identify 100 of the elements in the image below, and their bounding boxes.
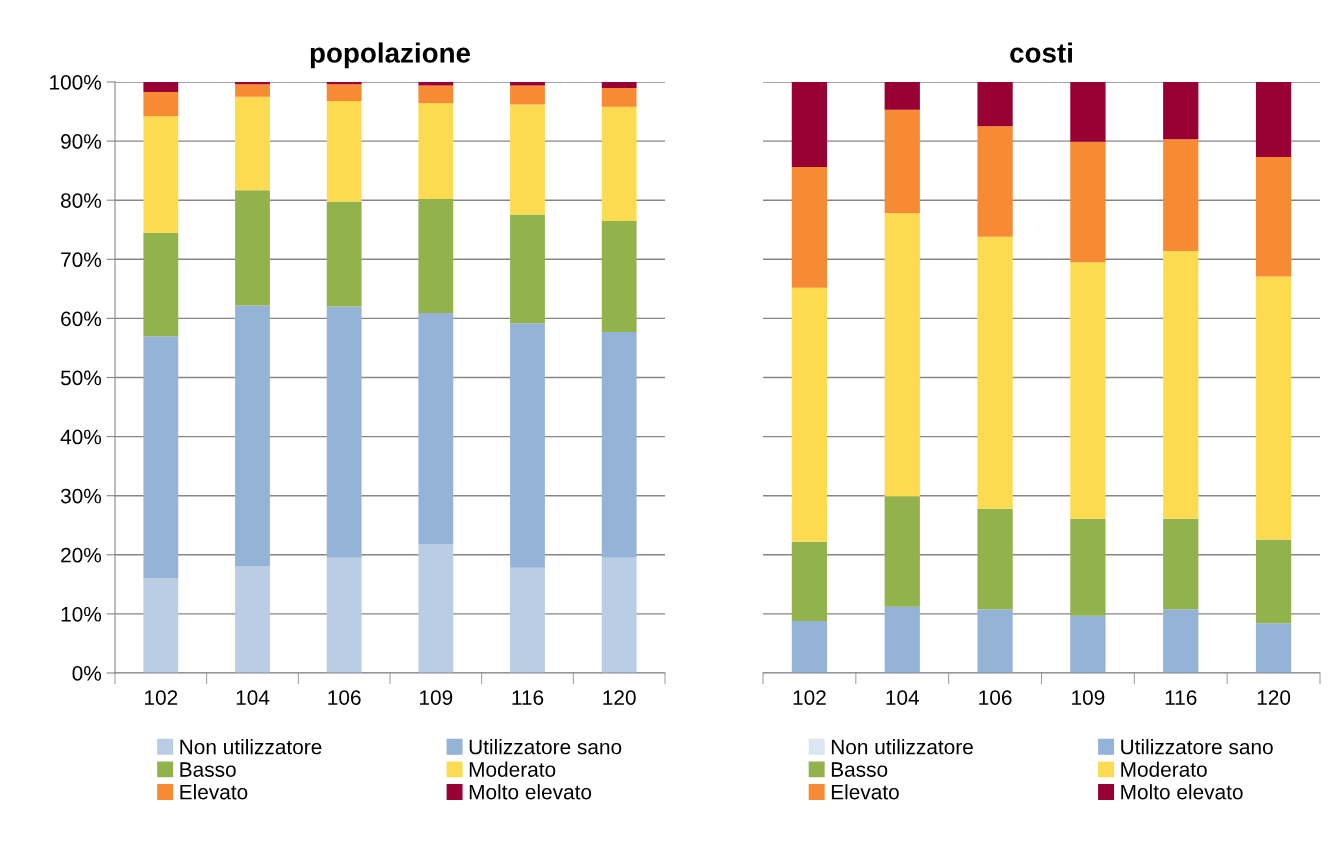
bar [418,85,454,104]
y-tick-label: 30% [60,488,102,504]
legend-label: Utilizzatore sano [469,739,622,755]
bar [977,609,1013,673]
bar [884,82,920,110]
bar [510,567,545,673]
legend-label: Elevato [180,784,248,800]
x-tick-label: 102 [793,690,826,705]
y-tick-label: 100% [50,75,102,90]
bar [235,305,270,567]
bar [143,232,179,337]
legend-label: Basso [831,762,888,777]
y-tick-label: 10% [61,606,102,622]
x-tick-label: 106 [328,690,361,705]
y-tick-label: 90% [61,134,102,149]
bar [791,541,828,621]
bar [977,82,1013,127]
x-tick-label: 120 [603,690,636,705]
bar [143,82,179,93]
x-tick-label: 106 [979,690,1012,705]
bar [791,167,828,288]
x-tick-label: 104 [236,690,270,705]
bar [977,508,1013,610]
legend-label: Non utilizzatore [831,739,973,755]
bar [1163,82,1199,140]
bar [418,313,454,545]
bar [1255,623,1292,673]
x-tick-label: 109 [420,690,453,705]
bar [418,544,454,673]
x-tick-label: 120 [1257,690,1291,705]
legend-label: Non utilizzatore [180,739,322,755]
bar [1070,518,1106,616]
y-tick-label: 50% [60,370,102,386]
bar [1163,251,1199,519]
bar [418,103,454,200]
bar [1163,609,1199,673]
bar [884,606,920,673]
bar [884,213,920,497]
legend-label: Utilizzatore sano [1121,739,1273,755]
bar [326,100,362,202]
bar [1070,141,1106,263]
bar [1163,139,1199,252]
bar [235,84,270,97]
bar [235,566,270,673]
legend-label: Basso [180,762,236,777]
y-tick-label: 0% [72,666,102,681]
y-tick-label: 20% [61,547,102,563]
bar [601,557,637,673]
bar [235,96,270,191]
y-tick-label: 70% [61,252,102,268]
x-tick-label: 102 [145,690,178,705]
y-tick-label: 40% [60,429,102,445]
legend-label: Elevato [831,784,899,800]
x-tick-label: 116 [512,690,544,705]
x-tick-label: 109 [1072,690,1105,705]
bar [1255,82,1292,158]
bar [601,82,637,88]
bar [1255,539,1292,624]
bar [510,85,545,105]
bar [418,199,454,314]
bar [326,201,362,307]
chart-title: popolazione [310,42,471,69]
bar [143,336,179,579]
bar [1070,262,1106,519]
bar [791,620,828,673]
bar [977,126,1013,237]
bar [510,214,545,324]
bar [601,220,637,332]
bar [326,306,362,558]
legend-label: Molto elevato [469,784,592,800]
bar [418,82,454,86]
legend-label: Moderato [1121,761,1207,777]
bar [1255,276,1292,540]
legend-label: Moderato [469,761,556,777]
bar [143,116,179,233]
bar [791,287,828,542]
x-tick-label: 116 [1165,690,1197,705]
bar [143,578,179,673]
bar [326,557,362,673]
bar [977,236,1013,509]
chart-title: costi [1010,42,1072,63]
legend-label: Molto elevato [1121,784,1243,800]
y-tick-label: 60% [61,311,102,327]
bar [601,106,637,221]
x-tick-label: 104 [886,690,920,705]
bar [791,82,828,168]
bar [510,82,545,86]
bar [1255,157,1292,277]
bar [1163,518,1199,610]
bar [143,92,179,117]
bar [510,104,545,215]
bar [1070,615,1106,673]
bar [884,496,920,607]
y-tick-label: 80% [61,193,102,208]
bar [601,87,637,107]
bar [326,84,362,101]
bar [235,190,270,306]
bar [510,323,545,568]
bar [601,331,637,558]
bar [884,109,920,214]
